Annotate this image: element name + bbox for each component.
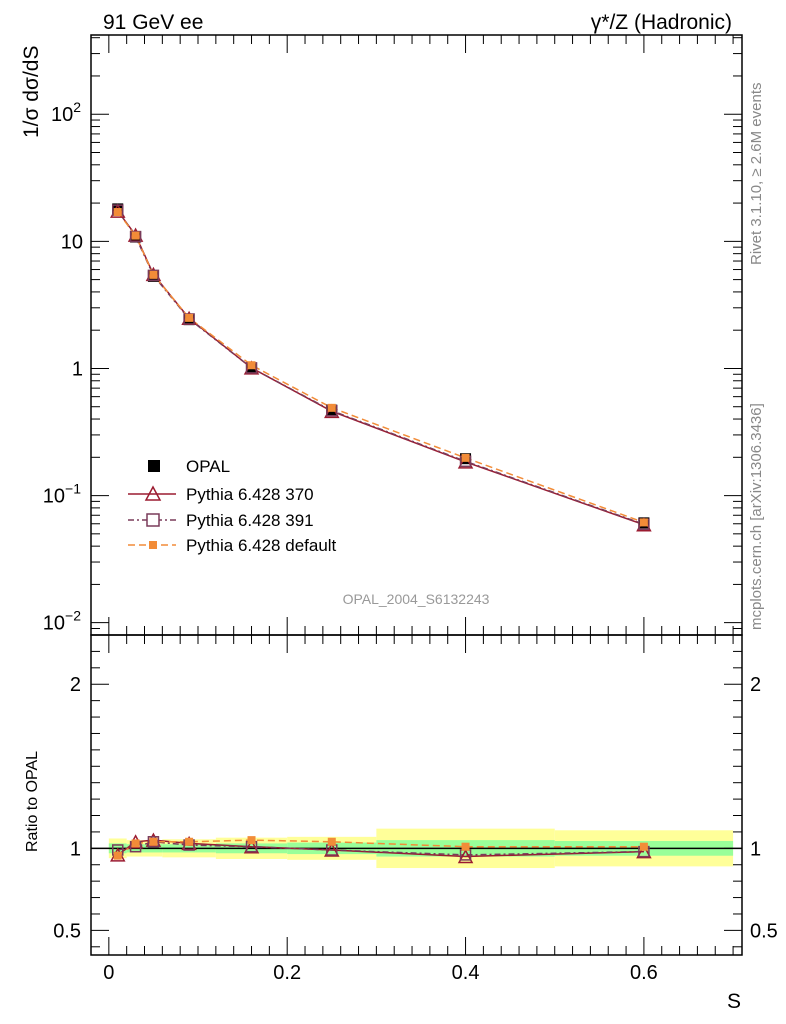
main-series-3-point-1 — [131, 231, 140, 240]
x-tick-label-0: 0 — [103, 962, 114, 984]
x-axis-title: S — [727, 990, 741, 1013]
ratio-series-line-2 — [117, 841, 644, 856]
main-y-tick-label-4: 10−2 — [43, 608, 81, 635]
legend-opal-marker — [148, 460, 160, 472]
ratio-series-3-point-4 — [247, 836, 256, 845]
ratio-series-3-point-5 — [327, 837, 336, 846]
legend-370-label: Pythia 6.428 370 — [186, 485, 314, 504]
ratio-y-tick-label-1: 1 — [70, 838, 81, 860]
ratio-y-tick-label-right-0: 0.5 — [750, 920, 778, 942]
main-series-3-point-0 — [113, 208, 122, 217]
main-y-tick-label-3: 10−1 — [43, 481, 81, 508]
legend-370-marker — [144, 485, 162, 501]
main-y-tick-label-1: 10 — [61, 231, 83, 253]
main-series-2-point-2 — [147, 269, 160, 282]
x-tick-label-1: 0.2 — [273, 962, 301, 984]
rivet-version-label: Rivet 3.1.10, ≥ 2.6M events — [748, 83, 765, 266]
main-y-tick-label-2: 1 — [72, 358, 83, 380]
main-series-1-point-6 — [457, 454, 474, 469]
ratio-y-tick-label-right-2: 2 — [750, 674, 761, 696]
axis-ticks: 102 10 1 10−1 10−2 0.5 0.5 1 1 2 2 0 0.2 0.4 0.6 — [43, 35, 778, 984]
legend-default-marker — [149, 541, 157, 549]
ratio-y-tick-label-right-1: 1 — [750, 838, 761, 860]
legend-default-label: Pythia 6.428 default — [186, 536, 337, 555]
header-right-title: γ*/Z (Hadronic) — [591, 11, 732, 34]
ratio-series-1-point-7 — [636, 844, 652, 859]
ratio-series-3-point-1 — [131, 839, 140, 848]
ratio-series-2-point-2 — [147, 836, 160, 848]
mcplots-label: mcplots.cern.ch [arXiv:1306.3436] — [748, 403, 765, 630]
legend-391-label: Pythia 6.428 391 — [186, 511, 314, 530]
ratio-frame — [90, 634, 743, 956]
ratio-uncertainty-bands — [91, 828, 742, 869]
x-tick-label-2: 0.4 — [452, 962, 480, 984]
ratio-series-3-point-7 — [639, 842, 648, 851]
legend-391-marker — [146, 513, 160, 527]
ratio-series-1-point-4 — [243, 839, 260, 854]
ratio-series-3-point-0 — [113, 851, 122, 860]
ratio-series-1-point-5 — [324, 842, 340, 857]
header-left-title: 91 GeV ee — [103, 11, 203, 34]
main-series-line-1 — [117, 210, 645, 526]
main-plot-area — [109, 203, 652, 532]
legend: OPAL Pythia 6.428 370 Pythia 6.428 391 P… — [128, 457, 337, 555]
main-series-line-2 — [117, 209, 645, 525]
legend-opal-label: OPAL — [186, 457, 230, 476]
ratio-y-axis-title: Ratio to OPAL — [24, 751, 41, 852]
ratio-plot-area — [109, 832, 652, 864]
ratio-y-tick-label-2: 2 — [70, 674, 81, 696]
main-y-axis-title: 1/σ dσ/dS — [20, 46, 43, 138]
main-y-tick-label-0: 102 — [51, 99, 81, 126]
main-series-3-point-6 — [461, 453, 470, 462]
main-series-3-point-5 — [327, 403, 336, 412]
analysis-label: OPAL_2004_S6132243 — [343, 591, 490, 607]
main-series-3-point-7 — [639, 518, 648, 527]
ratio-series-1-point-6 — [457, 848, 474, 864]
ratio-series-3-point-3 — [185, 837, 194, 846]
ratio-series-3-point-6 — [461, 842, 470, 851]
ratio-y-tick-label-0: 0.5 — [53, 920, 81, 942]
main-series-3-point-3 — [185, 313, 194, 322]
main-series-3-point-2 — [149, 270, 158, 279]
plot-frames — [90, 34, 743, 956]
main-series-3-point-4 — [247, 361, 256, 370]
ratio-series-3-point-2 — [149, 837, 158, 846]
x-tick-label-3: 0.6 — [630, 962, 658, 984]
